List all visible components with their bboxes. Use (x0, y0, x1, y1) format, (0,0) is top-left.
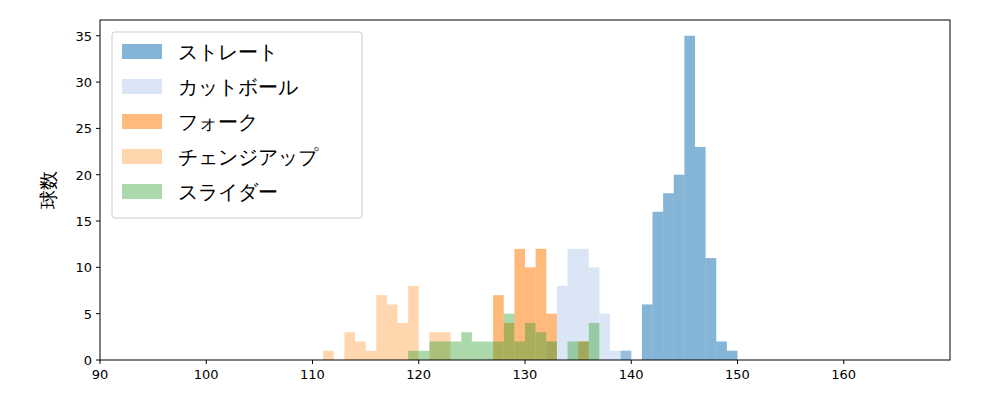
hist-bar (451, 341, 462, 360)
x-tick-label: 90 (92, 367, 109, 382)
hist-bar (366, 351, 377, 360)
hist-bar (716, 341, 727, 360)
hist-bar (568, 249, 579, 360)
y-tick (96, 82, 100, 83)
x-tick (843, 360, 844, 364)
chart: 90 100 110 120 130 140 150 160 0 5 10 15 20 25 30 35 球数 ス… (0, 0, 1000, 400)
hist-bar (546, 341, 557, 360)
y-tick-label: 5 (84, 307, 92, 322)
hist-bar (387, 304, 398, 360)
hist-bar (398, 323, 409, 360)
hist-bar (621, 351, 632, 360)
y-tick (96, 360, 100, 361)
hist-bar (525, 323, 536, 360)
y-tick-label: 35 (75, 29, 92, 44)
y-tick-label: 20 (75, 168, 92, 183)
y-tick-label: 15 (75, 214, 92, 229)
y-tick (96, 128, 100, 129)
hist-bar (621, 351, 632, 360)
hist-bar (419, 351, 430, 360)
hist-bar (525, 267, 536, 360)
legend-swatch (122, 184, 162, 199)
legend-label: ストレート (178, 40, 278, 64)
hist-bar (504, 314, 515, 360)
hist-bar (461, 332, 472, 360)
x-tick-label: 140 (619, 367, 644, 382)
y-tick (96, 221, 100, 222)
y-tick (96, 267, 100, 268)
x-tick-label: 120 (406, 367, 431, 382)
y-tick (96, 35, 100, 36)
y-tick-label: 25 (75, 121, 92, 136)
hist-bar (344, 332, 355, 360)
hist-bar (408, 286, 419, 360)
frame (100, 20, 950, 360)
hist-bar (536, 332, 547, 360)
x-tick-label: 100 (194, 367, 219, 382)
y-tick (96, 313, 100, 314)
bars (323, 36, 737, 360)
y-label: 球数 (37, 171, 59, 209)
legend-label: チェンジアップ (178, 145, 319, 169)
x-tick-label: 160 (831, 367, 856, 382)
hist-bar (536, 249, 547, 360)
hist-bar (578, 341, 589, 360)
hist-bar (376, 295, 387, 360)
hist-bar (472, 341, 483, 360)
legend-swatch (122, 44, 162, 59)
x-tick (418, 360, 419, 364)
hist-bar (546, 341, 557, 360)
hist-bar (642, 304, 653, 360)
hist-bar (706, 258, 717, 360)
x-tick-label: 150 (725, 367, 750, 382)
hist-bar (653, 212, 664, 360)
hist-bar (429, 341, 440, 360)
x-tick (631, 360, 632, 364)
legend-swatch (122, 79, 162, 94)
hist-bar (557, 286, 568, 360)
hist-bar (663, 193, 674, 360)
hist-bar (323, 351, 334, 360)
hist-bar (578, 341, 589, 360)
y-tick-label: 30 (75, 75, 92, 90)
hist-bar (408, 351, 419, 360)
hist-bar (514, 249, 525, 360)
x-tick (312, 360, 313, 364)
hist-bar (440, 332, 451, 360)
hist-bar (674, 175, 685, 360)
legend: ストレートカットボールフォークチェンジアップスライダー (112, 32, 362, 218)
x-tick (206, 360, 207, 364)
x-tick (737, 360, 738, 364)
legend-swatch (122, 149, 162, 164)
y-tick (96, 174, 100, 175)
y-tick-label: 0 (84, 353, 92, 368)
hist-bar (610, 351, 621, 360)
hist-bar (493, 295, 504, 360)
x-tick (100, 360, 101, 364)
hist-bar (684, 36, 695, 360)
hist-bar (546, 314, 557, 360)
hist-bar (493, 341, 504, 360)
hist-bar (599, 314, 610, 360)
x-tick-label: 110 (300, 367, 325, 382)
legend-label: フォーク (178, 110, 258, 134)
legend-box (112, 32, 362, 218)
x-tick (525, 360, 526, 364)
legend-label: カットボール (178, 75, 298, 99)
hist-bar (483, 341, 494, 360)
hist-bar (355, 341, 366, 360)
legend-label: スライダー (178, 180, 278, 204)
hist-bar (589, 323, 600, 360)
hist-bar (568, 341, 579, 360)
legend-swatch (122, 114, 162, 129)
hist-bar (589, 267, 600, 360)
y-tick-label: 10 (75, 260, 92, 275)
hist-bar (695, 147, 706, 360)
hist-bar (727, 351, 738, 360)
hist-bar (578, 249, 589, 360)
hist-bar (429, 332, 440, 360)
x-tick-label: 130 (513, 367, 538, 382)
hist-bar (514, 341, 525, 360)
hist-bar (440, 341, 451, 360)
